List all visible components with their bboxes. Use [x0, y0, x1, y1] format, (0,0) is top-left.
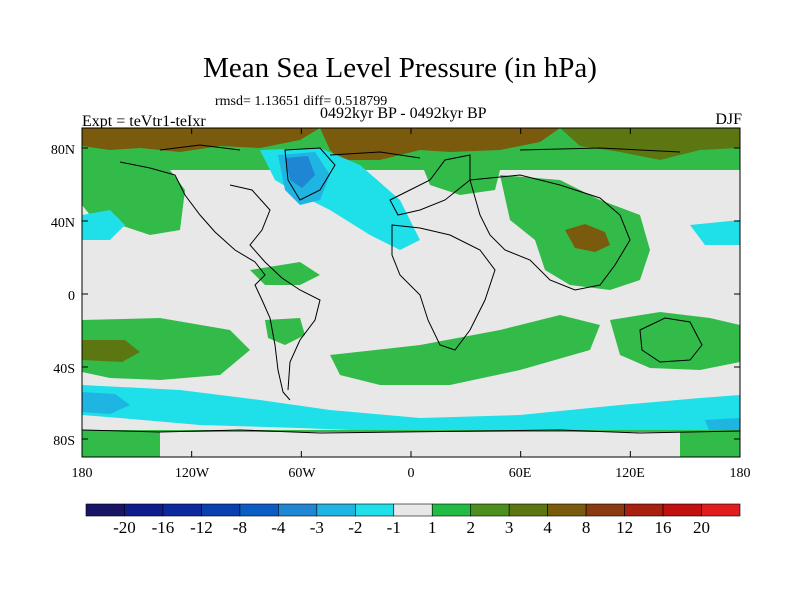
colorbar-label: 2: [466, 518, 475, 537]
antarctica-coast: [82, 429, 740, 434]
colorbar-label: -20: [113, 518, 136, 537]
colorbar-swatch: [547, 503, 587, 517]
australia-coast: [639, 317, 703, 363]
lon-label-180w: 180: [71, 466, 93, 481]
greenland-coast: [284, 147, 336, 201]
colorbar-swatch: [431, 503, 472, 517]
pacific-cyan-zone: [690, 220, 740, 245]
antarctic-neutral-zone: [160, 432, 680, 457]
colorbar-label: 4: [543, 518, 552, 537]
americas-west-coast: [119, 161, 291, 401]
colorbar-swatch: [393, 503, 433, 517]
experiment-label: Expt = teVtr1-teIxr: [82, 113, 206, 130]
africa-coast: [391, 224, 496, 351]
colorbar-swatch: [278, 503, 318, 517]
arctic-coast: [159, 144, 681, 159]
colorbar-label: -4: [271, 518, 286, 537]
colorbar-swatch: [162, 503, 202, 517]
lon-label-120w: 120W: [174, 466, 210, 481]
lat-label-40s: 40S: [53, 362, 75, 377]
atlantic-green-zone: [250, 262, 320, 285]
colorbar-label: 20: [693, 518, 711, 537]
colorbar-label: -8: [232, 518, 247, 537]
season-label: DJF: [715, 111, 742, 128]
colorbar-swatch: [316, 503, 356, 517]
colorbar-label: 3: [504, 518, 514, 537]
colorbar-label: 8: [581, 518, 591, 537]
colorbar-swatch: [201, 503, 241, 517]
pressure-field: [82, 128, 740, 457]
lat-label-40n: 40N: [50, 216, 75, 231]
arctic-olive-zone: [560, 128, 740, 160]
pacific-cyan-zone: [82, 210, 125, 240]
australia-green-zone: [610, 312, 740, 370]
lon-label-60w: 60W: [288, 466, 316, 481]
colorbar-label: -12: [190, 518, 213, 537]
europe-coast: [389, 154, 471, 216]
colorbar-swatch: [354, 503, 395, 517]
colorbar-label: -2: [348, 518, 363, 537]
colorbar-swatch: [585, 503, 625, 517]
greenland-deep-blue-zone: [285, 156, 315, 188]
colorbar-label: 16: [654, 518, 672, 537]
asia-coast: [469, 174, 631, 291]
colorbar-label: -16: [151, 518, 175, 537]
colorbar-swatch: [239, 503, 279, 517]
lon-label-180e: 180: [729, 466, 751, 481]
period-label: 0492kyr BP - 0492kyr BP: [320, 105, 487, 122]
colorbar-label: -3: [309, 518, 324, 537]
lon-label-120e: 120E: [615, 466, 645, 481]
colorbar-swatch: [470, 503, 510, 517]
south-america-green-zone: [265, 318, 305, 345]
south-pacific-green-zone: [82, 318, 250, 380]
lat-label-0: 0: [68, 289, 75, 304]
lat-label-80n: 80N: [50, 143, 75, 158]
axis-ticks: [81, 128, 741, 457]
colorbar-swatch: [508, 503, 548, 517]
colorbar-swatch: [662, 503, 702, 517]
colorbar-swatch: [124, 503, 164, 517]
coastlines: [82, 144, 740, 434]
lon-label-60e: 60E: [508, 466, 532, 481]
stats-line: rmsd= 1.13651 diff= 0.518799: [215, 94, 388, 109]
southern-ocean-green-zone: [330, 315, 600, 385]
asia-brown-zone: [565, 224, 610, 252]
colorbar-swatch: [624, 503, 664, 517]
colorbar-label: -1: [386, 518, 401, 537]
colorbar-swatch: [701, 503, 741, 517]
south-pacific-olive-zone: [82, 340, 140, 362]
americas-east-coast: [229, 184, 321, 391]
lat-label-80s: 80S: [53, 434, 75, 449]
lon-label-0: 0: [407, 466, 415, 481]
colorbar-swatch: [85, 503, 125, 517]
southern-ocean-blue-zone: [82, 392, 130, 414]
colorbar-label: 12: [616, 518, 634, 537]
arctic-brown-zone: [82, 128, 320, 152]
map-title: Mean Sea Level Pressure (in hPa): [203, 52, 597, 84]
colorbar-label: 1: [427, 518, 437, 537]
colorbar: [85, 503, 741, 517]
